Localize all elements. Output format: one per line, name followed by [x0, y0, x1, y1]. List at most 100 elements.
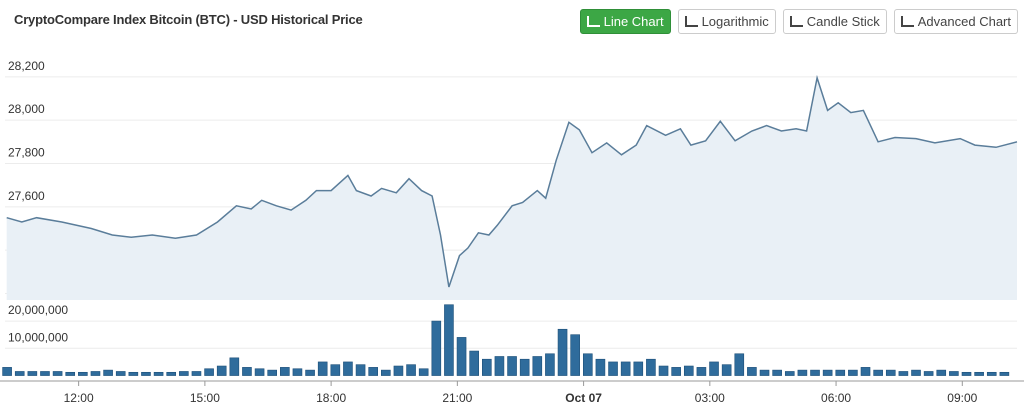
volume-bar [848, 369, 858, 376]
volume-bar [986, 371, 997, 376]
area [6, 77, 1017, 301]
volume-bar [923, 371, 934, 376]
volume-bar [27, 371, 38, 376]
volume-bar [204, 368, 214, 376]
volume-bar [456, 337, 467, 376]
volume-bar [90, 371, 101, 376]
volume-bar [595, 358, 606, 376]
volume-bar [330, 364, 341, 376]
x-tick-label: 03:00 [695, 391, 725, 405]
volume-bar [141, 371, 151, 376]
volume-bar [2, 367, 12, 376]
volume-bar [242, 367, 252, 376]
y-tick-label: 27,800 [8, 146, 45, 160]
volume-bar [658, 365, 669, 376]
advanced-button[interactable]: Advanced Chart [893, 9, 1018, 34]
volume-bar [103, 369, 113, 376]
volume-bar [721, 364, 732, 376]
volume-bar [772, 369, 782, 376]
volume-bar [949, 371, 959, 376]
volume-bar [166, 371, 177, 376]
volume-bar [267, 369, 278, 376]
x-tick-label: 18:00 [316, 391, 346, 405]
volume-bar [797, 369, 808, 376]
line-chart-button[interactable]: Line Chart [579, 9, 671, 34]
volume-bar [999, 371, 1010, 376]
volume-bar [557, 328, 568, 376]
volume-bar [835, 369, 846, 376]
volume-bar [469, 350, 479, 376]
volume-bar [683, 365, 694, 376]
y-tick-label: 20,000,000 [8, 303, 68, 317]
volume-bar [368, 367, 378, 376]
x-tick-label: 15:00 [190, 391, 220, 405]
volume-bar [292, 368, 303, 376]
volume-bar [810, 369, 820, 376]
button-label: Advanced Chart [917, 14, 1011, 29]
x-tick-label: Oct 07 [565, 391, 602, 405]
y-tick-label: 28,000 [8, 102, 45, 116]
volume-bar [507, 356, 517, 376]
toolbar: Line Chart Logarithmic Candle Stick Adva… [579, 9, 1018, 34]
volume-bar [418, 368, 429, 376]
volume-bar [52, 371, 63, 376]
volume-bar [381, 369, 391, 376]
x-tick-label: 12:00 [64, 391, 94, 405]
volume-bar [936, 369, 947, 376]
volume-bar [734, 353, 745, 376]
volume-bar [317, 361, 328, 376]
volume-bar [570, 334, 580, 376]
volume-bar [860, 367, 871, 376]
volume-bar [78, 371, 88, 376]
volume-bar [582, 353, 593, 376]
volume-bar [671, 367, 681, 376]
volume-bar [191, 371, 202, 376]
volume-bar [911, 369, 921, 376]
volume-bar [873, 369, 883, 376]
volume-bar [406, 364, 416, 376]
log-button[interactable]: Logarithmic [677, 9, 776, 34]
x-tick-label: 06:00 [821, 391, 851, 405]
volume-bar [431, 320, 442, 376]
volume-bar [646, 358, 656, 376]
x-tick-label: 09:00 [947, 391, 977, 405]
volume-bar [696, 367, 707, 376]
volume-bar [343, 361, 353, 376]
volume-bar [254, 368, 265, 376]
volume-bar [393, 365, 404, 376]
volume-bar [709, 361, 719, 376]
volume-bar [885, 369, 896, 376]
volume-bar [633, 361, 644, 376]
volume-bar [115, 371, 126, 376]
volume-bar [759, 369, 770, 376]
volume-bar [280, 367, 290, 376]
button-label: Logarithmic [701, 14, 769, 29]
volume-bar [229, 357, 240, 376]
volume-bar [608, 361, 618, 376]
volume-bar [974, 371, 984, 376]
volume-bar [355, 364, 366, 376]
volume-bar [65, 371, 76, 376]
volume-bar [545, 353, 555, 376]
y-tick-label: 27,600 [8, 189, 45, 203]
button-label: Line Chart [603, 14, 664, 29]
chart-title: CryptoCompare Index Bitcoin (BTC) - USD … [14, 12, 363, 27]
volume-bar [822, 369, 833, 376]
volume-bar [494, 356, 505, 376]
volume-bar [898, 371, 909, 376]
volume-bar [620, 361, 631, 376]
volume-bar [128, 371, 139, 376]
volume-bar [519, 358, 530, 376]
volume-bar [153, 371, 164, 376]
y-tick-label: 28,200 [8, 59, 45, 73]
volume-bar [305, 369, 315, 376]
price-line [6, 74, 1018, 288]
volume-bar [532, 356, 543, 376]
volume-bar [747, 367, 757, 376]
y-tick-label: 10,000,000 [8, 330, 68, 344]
candle-button[interactable]: Candle Stick [782, 9, 887, 34]
volume-bar [179, 371, 189, 376]
volume-bar [14, 371, 25, 376]
volume-bar [961, 371, 972, 376]
